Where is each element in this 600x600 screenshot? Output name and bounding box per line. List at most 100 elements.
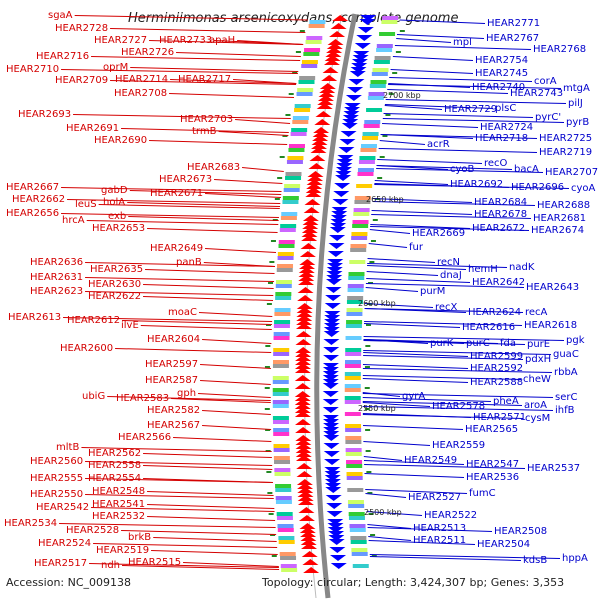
gene-label-right[interactable]: HEAR2692 <box>450 179 503 190</box>
gene-label-left[interactable]: holA <box>103 197 125 208</box>
gene-label-left[interactable]: HEAR2630 <box>88 279 141 290</box>
gene-label-left[interactable]: HEAR2733 <box>159 35 212 46</box>
gene-label-left[interactable]: HEAR2555 <box>30 473 83 484</box>
gene-label-left[interactable]: HEAR2600 <box>60 343 113 354</box>
gene-label-right[interactable]: HEAR2642 <box>472 277 525 288</box>
gene-label-left[interactable]: trmB <box>192 126 217 137</box>
gene-label-right[interactable]: corA <box>534 76 557 87</box>
gene-label-left[interactable]: HEAR2554 <box>88 473 141 484</box>
gene-label-left[interactable]: exb <box>108 211 126 222</box>
gene-label-left[interactable]: HEAR2716 <box>36 51 89 62</box>
gene-label-right[interactable]: cheW <box>523 374 551 385</box>
gene-label-right[interactable]: pdxH <box>525 354 551 365</box>
gene-label-left[interactable]: mltB <box>56 442 79 453</box>
gene-label-right[interactable]: pheA <box>493 396 519 407</box>
gene-label-left[interactable]: HEAR2541 <box>92 499 145 510</box>
gene-label-right[interactable]: HEAR2767 <box>486 33 539 44</box>
gene-label-right[interactable]: HEAR2724 <box>480 122 533 133</box>
gene-label-right[interactable]: kdsB <box>523 555 547 566</box>
gene-label-right[interactable]: HEAR2696 <box>511 182 564 193</box>
gene-label-left[interactable]: HEAR2583 <box>116 393 169 404</box>
gene-label-left[interactable]: sgaA <box>48 10 73 21</box>
gene-label-right[interactable]: pgk <box>566 335 585 346</box>
gene-label-right[interactable]: recN <box>437 257 460 268</box>
gene-label-left[interactable]: HEAR2656 <box>6 208 59 219</box>
gene-label-left[interactable]: HEAR2517 <box>34 558 87 569</box>
gene-label-right[interactable]: HEAR2707 <box>545 167 598 178</box>
gene-label-left[interactable]: HEAR2604 <box>147 334 200 345</box>
gene-label-right[interactable]: HEAR2768 <box>533 44 586 55</box>
gene-label-left[interactable]: HEAR2631 <box>30 272 83 283</box>
gene-label-right[interactable]: hemH <box>468 264 498 275</box>
gene-label-right[interactable]: HEAR2571 <box>473 412 526 423</box>
gene-label-right[interactable]: guaC <box>553 349 579 360</box>
gene-label-right[interactable]: aroA <box>524 400 547 411</box>
gene-label-right[interactable]: HEAR2536 <box>466 472 519 483</box>
gene-label-left[interactable]: HEAR2515 <box>128 557 181 568</box>
gene-label-left[interactable]: HEAR2562 <box>88 448 141 459</box>
gene-label-left[interactable]: HEAR2534 <box>4 518 57 529</box>
gene-label-left[interactable]: HEAR2667 <box>6 182 59 193</box>
gene-label-left[interactable]: HEAR2727 <box>94 35 147 46</box>
gene-label-left[interactable]: HEAR2623 <box>30 286 83 297</box>
gene-label-right[interactable]: HEAR2549 <box>404 455 457 466</box>
gene-label-left[interactable]: moaC <box>168 307 197 318</box>
gene-label-right[interactable]: HEAR2745 <box>475 68 528 79</box>
gene-label-left[interactable]: panB <box>176 257 202 268</box>
gene-label-left[interactable]: HEAR2567 <box>147 420 200 431</box>
gene-label-left[interactable]: HEAR2597 <box>145 359 198 370</box>
gene-label-left[interactable]: ilvE <box>121 320 139 331</box>
gene-label-left[interactable]: HEAR2726 <box>121 47 174 58</box>
gene-label-left[interactable]: HEAR2550 <box>30 489 83 500</box>
gene-label-right[interactable]: pyrB <box>566 117 589 128</box>
gene-label-right[interactable]: purC <box>466 338 490 349</box>
gene-label-right[interactable]: HEAR2771 <box>487 18 540 29</box>
gene-label-left[interactable]: brkB <box>128 532 151 543</box>
gene-label-right[interactable]: HEAR2522 <box>424 510 477 521</box>
gene-label-right[interactable]: HEAR2559 <box>432 440 485 451</box>
gene-label-right[interactable]: HEAR2504 <box>477 539 530 550</box>
gene-label-right[interactable]: dnaJ <box>440 270 462 281</box>
gene-label-right[interactable]: bacA <box>514 164 539 175</box>
gene-label-left[interactable]: ndh <box>101 560 120 571</box>
gene-label-right[interactable]: HEAR2725 <box>539 133 592 144</box>
gene-label-right[interactable]: acrR <box>427 139 450 150</box>
gene-label-right[interactable]: cyoA <box>571 183 596 194</box>
gene-label-left[interactable]: HEAR2703 <box>180 114 233 125</box>
gene-label-left[interactable]: HEAR2582 <box>147 405 200 416</box>
gene-label-right[interactable]: purK <box>430 338 454 349</box>
gene-label-right[interactable]: HEAR2684 <box>474 197 527 208</box>
gene-label-right[interactable]: HEAR2618 <box>524 320 577 331</box>
gene-label-right[interactable]: purE <box>527 339 550 350</box>
gene-label-right[interactable]: mpl <box>453 37 472 48</box>
gene-label-right[interactable]: HEAR2729 <box>444 104 497 115</box>
gene-label-right[interactable]: purM <box>420 286 445 297</box>
gene-label-right[interactable]: cysM <box>525 413 550 424</box>
gene-label-right[interactable]: recO <box>484 158 508 169</box>
gene-label-right[interactable]: ihfB <box>555 405 575 416</box>
gene-label-left[interactable]: HEAR2691 <box>66 123 119 134</box>
gene-label-left[interactable]: HEAR2622 <box>88 291 141 302</box>
gene-label-right[interactable]: HEAR2674 <box>531 225 584 236</box>
gene-label-right[interactable]: recX <box>435 302 458 313</box>
gene-label-left[interactable]: HEAR2683 <box>187 162 240 173</box>
gene-label-left[interactable]: HEAR2548 <box>92 486 145 497</box>
gene-label-right[interactable]: HEAR2592 <box>470 363 523 374</box>
gene-label-right[interactable]: pyrC' <box>535 112 561 123</box>
gene-label-left[interactable]: HEAR2635 <box>90 264 143 275</box>
gene-label-right[interactable]: HEAR2718 <box>475 133 528 144</box>
gene-label-right[interactable]: HEAR2669 <box>412 228 465 239</box>
gene-label-left[interactable]: HEAR2662 <box>12 194 65 205</box>
gene-label-left[interactable]: HEAR2519 <box>96 545 149 556</box>
gene-label-right[interactable]: HEAR2599 <box>470 351 523 362</box>
gene-label-right[interactable]: fda <box>500 338 516 349</box>
gene-label-right[interactable]: HEAR2513 <box>413 523 466 534</box>
gene-label-right[interactable]: fumC <box>469 488 496 499</box>
gene-label-right[interactable]: HEAR2743 <box>510 88 563 99</box>
gene-label-left[interactable]: HEAR2636 <box>30 257 83 268</box>
gene-label-right[interactable]: HEAR2537 <box>527 463 580 474</box>
gene-label-left[interactable]: HEAR2717 <box>178 74 231 85</box>
gene-label-right[interactable]: fur <box>409 242 424 253</box>
gene-label-right[interactable]: recA <box>525 307 548 318</box>
gene-label-left[interactable]: HEAR2560 <box>30 456 83 467</box>
